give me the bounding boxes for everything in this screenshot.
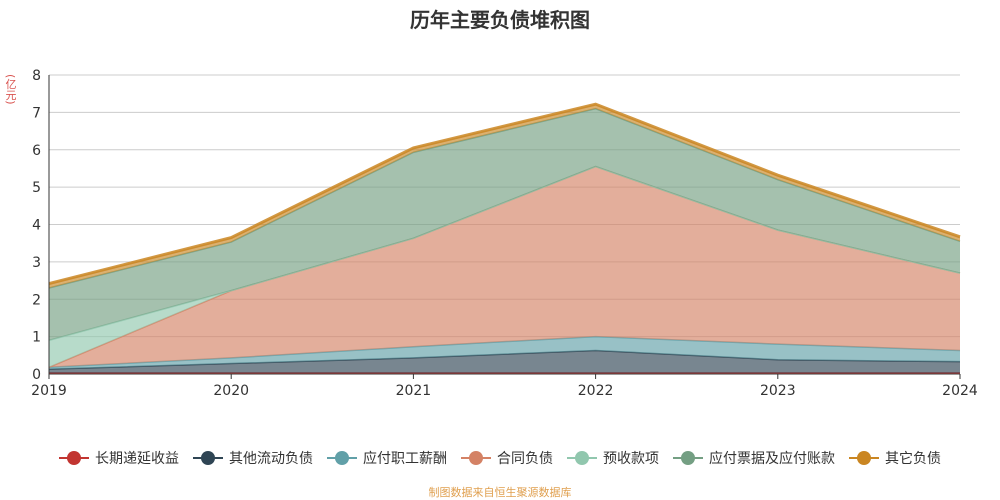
legend-label: 合同负债 (497, 451, 553, 467)
series-area-5 (49, 108, 960, 341)
legend-marker-icon (327, 451, 357, 465)
y-tick-label-6: 6 (32, 143, 41, 159)
x-tick-label-3: 2022 (578, 383, 614, 399)
legend-item-4[interactable]: 预收款项 (567, 448, 659, 468)
legend-marker-icon (461, 451, 491, 465)
x-tick-label-5: 2024 (942, 383, 978, 399)
legend-item-0[interactable]: 长期递延收益 (59, 448, 179, 468)
legend: 长期递延收益 其他流动负债 应付职工薪酬 合同负债 预收款项 应付票据及应付账款 其它负债 (0, 448, 1000, 468)
legend-label: 长期递延收益 (95, 451, 179, 467)
legend-item-5[interactable]: 应付票据及应付账款 (673, 448, 835, 468)
x-tick-label-2: 2021 (396, 383, 432, 399)
legend-label: 应付职工薪酬 (363, 451, 447, 467)
legend-item-2[interactable]: 应付职工薪酬 (327, 448, 447, 468)
stacked-area-chart: 0 1 2 3 4 5 6 7 8 2019 2020 2021 2022 2023 2024 (31, 68, 978, 399)
series-area-1 (49, 350, 960, 373)
y-tick-label-4: 4 (32, 218, 41, 234)
y-tick-label-0: 0 (32, 367, 41, 383)
series-area-2 (49, 336, 960, 370)
legend-marker-icon (849, 451, 879, 465)
legend-label: 应付票据及应付账款 (709, 451, 835, 467)
legend-marker-icon (567, 451, 597, 465)
x-tick-label-1: 2020 (213, 383, 249, 399)
legend-marker-icon (193, 451, 223, 465)
legend-label: 预收款项 (603, 451, 659, 467)
y-tick-label-8: 8 (32, 68, 41, 84)
x-tick-label-4: 2023 (760, 383, 796, 399)
legend-marker-icon (673, 451, 703, 465)
legend-label: 其它负债 (885, 451, 941, 467)
y-tick-label-3: 3 (32, 255, 41, 271)
legend-marker-icon (59, 451, 89, 465)
legend-item-3[interactable]: 合同负债 (461, 448, 553, 468)
y-tick-label-2: 2 (32, 292, 41, 308)
chart-title: 历年主要负债堆积图 (410, 8, 590, 32)
y-axis-unit-label: (亿元) (4, 74, 17, 105)
series-line-6 (48, 102, 961, 286)
legend-label: 其他流动负债 (229, 451, 313, 467)
series-area-3 (49, 166, 960, 368)
data-source-note: 制图数据来自恒生聚源数据库 (428, 486, 572, 499)
y-tick-label-5: 5 (32, 180, 41, 196)
y-tick-label-7: 7 (32, 105, 41, 121)
legend-item-6[interactable]: 其它负债 (849, 448, 941, 468)
x-tick-label-0: 2019 (31, 383, 67, 399)
y-tick-label-1: 1 (32, 330, 41, 346)
legend-item-1[interactable]: 其他流动负债 (193, 448, 313, 468)
